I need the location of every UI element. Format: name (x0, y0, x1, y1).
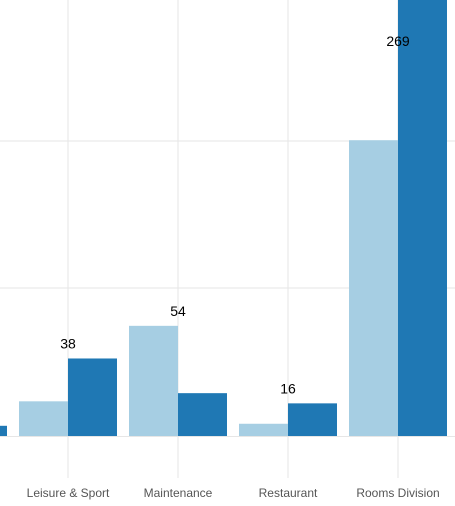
bar (19, 401, 68, 436)
x-tick-label: Maintenance (144, 486, 213, 500)
bar (349, 140, 398, 436)
x-tick-label: Leisure & Sport (27, 486, 110, 500)
x-axis-ticks: Leisure & Sport Maintenance Restaurant Room… (27, 486, 440, 500)
bar (0, 425, 7, 436)
bar (129, 325, 178, 436)
bar-group (0, 0, 447, 436)
bar (288, 403, 337, 436)
data-label: 54 (170, 303, 186, 319)
data-label: 269 (386, 33, 410, 49)
x-tick-label: Rooms Division (356, 486, 439, 500)
data-label: 38 (60, 335, 76, 351)
x-tick-label: Restaurant (259, 486, 318, 500)
data-labels: 38 54 16 269 (60, 33, 410, 396)
bar (398, 0, 447, 436)
data-label: 16 (280, 380, 296, 396)
bar (239, 423, 288, 436)
bar (178, 393, 227, 436)
bar (68, 358, 117, 436)
